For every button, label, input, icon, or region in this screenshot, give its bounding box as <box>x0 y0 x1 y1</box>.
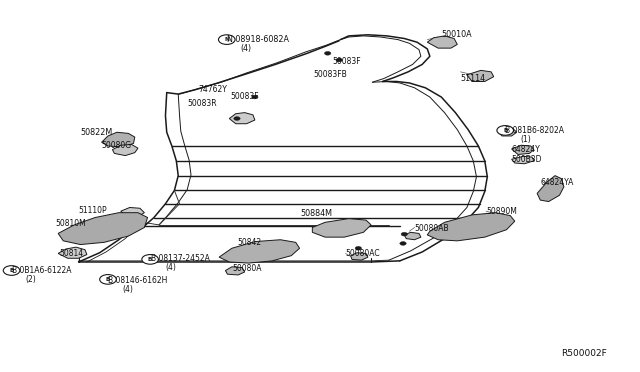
Text: 50810M: 50810M <box>55 219 86 228</box>
Text: 74762Y: 74762Y <box>198 85 228 94</box>
Text: B: B <box>106 277 110 282</box>
Circle shape <box>355 246 362 250</box>
Polygon shape <box>511 156 534 164</box>
Polygon shape <box>121 208 145 217</box>
Text: 50080AC: 50080AC <box>346 249 380 258</box>
Circle shape <box>336 58 342 62</box>
Circle shape <box>252 95 258 99</box>
Text: B 08137-2452A: B 08137-2452A <box>151 254 210 263</box>
Text: 50083R: 50083R <box>187 99 217 108</box>
Polygon shape <box>511 145 534 154</box>
Text: B 08146-6162H: B 08146-6162H <box>108 276 167 285</box>
Polygon shape <box>102 132 135 147</box>
Text: 50080AB: 50080AB <box>415 224 449 233</box>
Text: 50884M: 50884M <box>301 209 333 218</box>
Polygon shape <box>537 176 564 202</box>
Text: 500B3D: 500B3D <box>511 155 542 164</box>
Text: 50083F: 50083F <box>333 57 362 66</box>
Polygon shape <box>58 247 87 258</box>
Text: 50083F: 50083F <box>230 92 259 101</box>
Text: N: N <box>225 37 229 42</box>
Polygon shape <box>219 240 300 263</box>
Polygon shape <box>428 36 458 48</box>
Circle shape <box>218 35 235 44</box>
Circle shape <box>324 51 331 55</box>
Text: B 0B1A6-6122A: B 0B1A6-6122A <box>12 266 72 275</box>
Text: 50083FB: 50083FB <box>314 70 348 79</box>
Text: 64824YA: 64824YA <box>540 178 573 187</box>
Text: R500002F: R500002F <box>562 349 607 358</box>
Circle shape <box>400 241 406 245</box>
Text: 50890M: 50890M <box>486 207 517 216</box>
Text: 64824Y: 64824Y <box>511 145 540 154</box>
Circle shape <box>142 254 159 264</box>
Text: B: B <box>503 128 508 133</box>
Text: B: B <box>10 268 13 273</box>
Text: 51110P: 51110P <box>79 206 108 215</box>
Polygon shape <box>497 128 516 136</box>
Circle shape <box>100 275 116 284</box>
Circle shape <box>234 117 240 121</box>
Text: B: B <box>148 257 152 262</box>
Polygon shape <box>113 144 138 155</box>
Text: B 081B6-8202A: B 081B6-8202A <box>505 126 564 135</box>
Polygon shape <box>225 267 244 275</box>
Text: 50080G: 50080G <box>102 141 132 151</box>
Polygon shape <box>404 232 421 240</box>
Text: (1): (1) <box>520 135 531 144</box>
Text: (4): (4) <box>166 263 177 272</box>
Text: 50814: 50814 <box>60 249 84 258</box>
Polygon shape <box>351 253 368 260</box>
Polygon shape <box>467 70 493 81</box>
Text: 50010A: 50010A <box>442 29 472 39</box>
Circle shape <box>497 126 513 135</box>
Text: (4): (4) <box>122 285 133 294</box>
Text: 50842: 50842 <box>237 238 261 247</box>
Polygon shape <box>428 213 515 241</box>
Polygon shape <box>58 213 148 244</box>
Circle shape <box>401 232 408 236</box>
Text: 50080A: 50080A <box>232 264 261 273</box>
Text: 51114: 51114 <box>461 74 486 83</box>
Polygon shape <box>312 219 371 237</box>
Text: N 08918-6082A: N 08918-6082A <box>227 35 289 44</box>
Text: (4): (4) <box>240 44 252 53</box>
Circle shape <box>3 266 20 275</box>
Text: 50822M: 50822M <box>81 128 113 137</box>
Text: (2): (2) <box>25 275 36 284</box>
Polygon shape <box>229 113 255 124</box>
